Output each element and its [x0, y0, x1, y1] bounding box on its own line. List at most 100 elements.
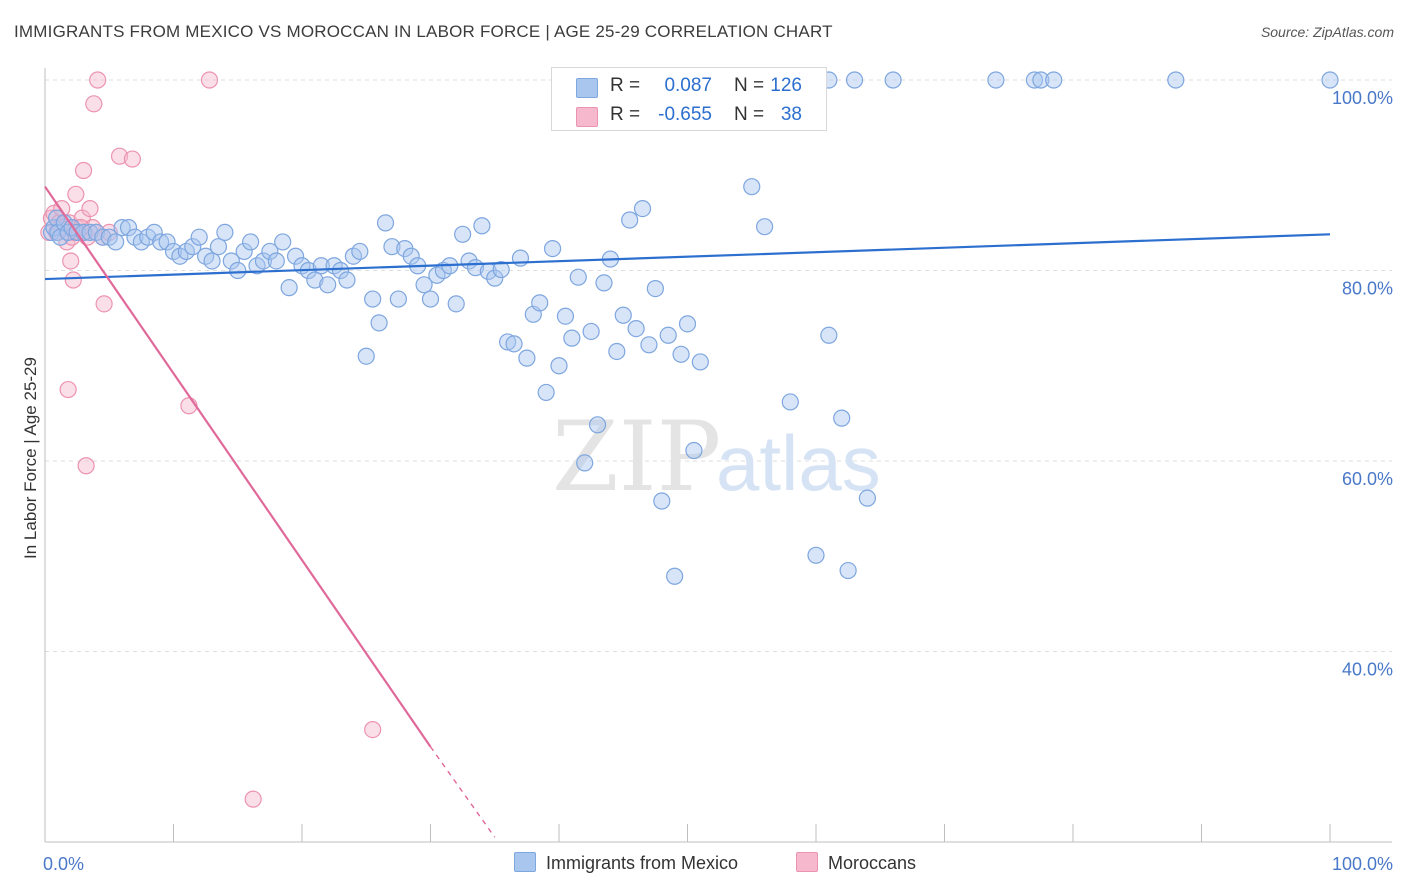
data-point [59, 380, 77, 399]
data-point [77, 457, 95, 475]
legend-n-value: 38 [780, 104, 802, 125]
data-point [261, 242, 279, 261]
data-point [659, 326, 677, 344]
chart-title: IMMIGRANTS FROM MEXICO VS MOROCCAN IN LA… [14, 22, 833, 41]
y-tick-label: 100.0% [1332, 88, 1393, 108]
data-point [81, 199, 99, 218]
data-point [666, 567, 684, 585]
data-point [415, 276, 433, 294]
data-point [537, 383, 555, 402]
bottom-legend-label: Moroccans [828, 853, 917, 873]
data-point [280, 279, 298, 297]
data-point [556, 307, 575, 325]
data-point [244, 790, 262, 808]
data-point [364, 290, 382, 308]
bottom-legend-swatch-moroccans [796, 852, 818, 872]
data-point [338, 271, 356, 289]
data-point [807, 546, 825, 564]
data-point [190, 228, 208, 246]
data-point [81, 223, 99, 241]
legend-r-label: R = [610, 75, 641, 96]
legend-swatch-moroccans [576, 107, 598, 127]
legend-n-label: N = [734, 75, 765, 96]
bottom-legend-label: Immigrants from Mexico [546, 853, 739, 873]
data-point [421, 290, 440, 308]
data-point [884, 71, 902, 89]
data-point [454, 225, 472, 243]
tick-labels: 40.0% 60.0% 80.0% 100.0% 0.0% 100.0% [43, 88, 1393, 874]
data-point [357, 347, 375, 365]
axes [44, 68, 1392, 843]
data-point [608, 342, 626, 361]
data-point [113, 219, 131, 237]
y-tick-label: 80.0% [1342, 279, 1393, 299]
trend-line-moroccans [44, 186, 432, 748]
data-point [94, 228, 112, 246]
data-point [633, 199, 652, 218]
data-point [1032, 71, 1050, 89]
data-point [518, 349, 536, 367]
data-point [1321, 71, 1339, 89]
data-point [486, 269, 504, 287]
stats-legend: R = 0.087 N = 126 R = -0.655 N = 38 [551, 67, 827, 131]
data-point [319, 276, 337, 294]
x-tick-label: 100.0% [1332, 854, 1393, 874]
data-point [743, 178, 761, 196]
data-point [209, 238, 228, 256]
data-point [1025, 71, 1044, 89]
grid-lines [45, 79, 1392, 652]
bottom-legend-swatch-mexico [514, 852, 536, 872]
mexico-points [42, 71, 1339, 585]
data-point [640, 336, 658, 354]
y-tick-label: 40.0% [1342, 660, 1393, 680]
data-point [582, 322, 600, 341]
data-point [781, 393, 799, 411]
data-point [110, 147, 129, 165]
data-point [370, 314, 388, 332]
x-tick-label: 0.0% [43, 854, 84, 874]
data-point [550, 357, 568, 375]
data-point [499, 333, 517, 351]
data-point [274, 233, 292, 251]
data-point [531, 294, 549, 312]
data-point [672, 345, 690, 363]
data-point [200, 71, 219, 89]
data-point [653, 492, 671, 510]
data-point [62, 252, 80, 270]
data-point [364, 721, 382, 739]
data-point [89, 71, 107, 89]
legend-n-label: N = [734, 104, 765, 125]
data-point [833, 409, 851, 427]
trend-line-mexico [44, 233, 1331, 281]
legend-r-value: -0.655 [658, 104, 712, 125]
data-point [306, 271, 324, 289]
legend-r-value: 0.087 [664, 75, 712, 96]
data-point [621, 211, 639, 229]
data-point [67, 185, 85, 203]
data-point [691, 353, 709, 371]
data-point [627, 320, 645, 338]
data-point [678, 315, 697, 333]
legend-row-mexico: R = 0.087 N = 126 [552, 72, 826, 102]
data-point [216, 223, 234, 241]
data-point [242, 233, 260, 251]
watermark-atlas: atlas [716, 419, 881, 507]
data-point [576, 454, 594, 472]
legend-swatch-mexico [576, 78, 598, 98]
data-point [492, 260, 510, 279]
source-label: Source: ZipAtlas.com [1260, 24, 1394, 40]
data-point [755, 218, 774, 236]
data-point [820, 326, 838, 344]
data-point [145, 223, 163, 241]
data-point [267, 252, 285, 270]
data-point [1045, 71, 1063, 89]
data-point [85, 95, 103, 113]
data-point [107, 233, 125, 251]
data-point [351, 242, 369, 261]
trend-line-moroccans-extension [429, 746, 496, 838]
data-point [158, 233, 176, 251]
legend-n-value: 126 [770, 75, 802, 96]
data-point [646, 279, 664, 298]
data-point [64, 271, 82, 289]
data-point [152, 233, 170, 251]
